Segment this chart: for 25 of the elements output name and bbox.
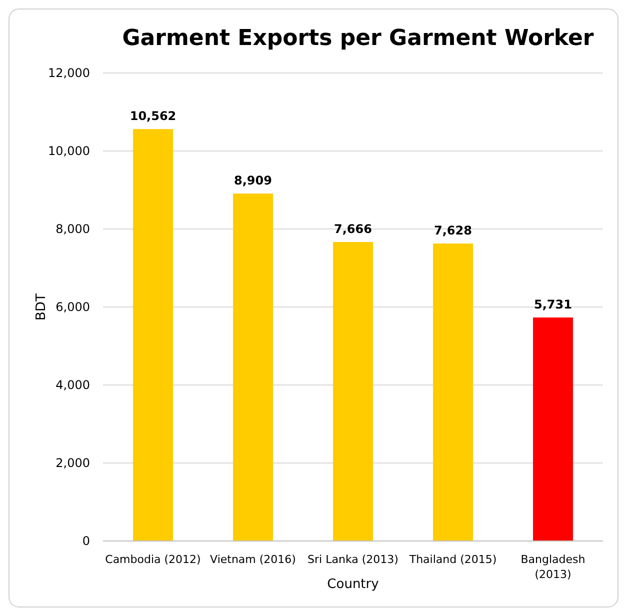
x-tick-label: Bangladesh (2013) (520, 553, 586, 581)
data-label: 7,666 (334, 222, 372, 236)
chart-title: Garment Exports per Garment Worker (122, 26, 594, 51)
y-tick-label: 2,000 (56, 456, 90, 470)
bar (433, 244, 473, 541)
y-tick-label: 12,000 (48, 66, 90, 80)
y-tick-label: 8,000 (56, 222, 90, 236)
x-tick-label: Vietnam (2016) (210, 553, 296, 566)
x-axis-title: Country (327, 577, 380, 592)
x-tick-label: Sri Lanka (2013) (308, 553, 398, 566)
bar (133, 129, 173, 541)
bar (333, 242, 373, 541)
data-label: 10,562 (130, 109, 176, 124)
bar (533, 317, 573, 541)
data-label: 5,731 (534, 297, 572, 312)
y-axis-title: BDT (34, 294, 49, 320)
x-tick-label: Cambodia (2012) (105, 553, 201, 566)
y-tick-label: 4,000 (56, 378, 90, 392)
y-tick-label: 6,000 (56, 300, 90, 314)
y-tick-label: 10,000 (48, 144, 90, 158)
data-label: 7,628 (434, 224, 472, 238)
x-tick-label: Thailand (2015) (408, 553, 497, 566)
data-label: 8,909 (234, 174, 272, 188)
bar (233, 194, 273, 541)
y-tick-label: 0 (82, 534, 90, 548)
